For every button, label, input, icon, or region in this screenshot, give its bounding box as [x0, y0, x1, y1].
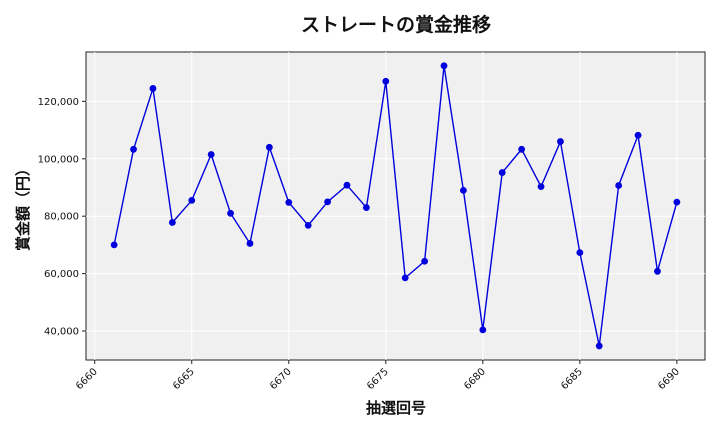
data-point: [673, 198, 681, 206]
data-point: [207, 151, 215, 158]
data-point: [654, 267, 661, 275]
data-point: [634, 131, 642, 139]
data-point: [304, 221, 312, 229]
y-axis-label: 賞金額（円）: [14, 161, 32, 251]
grid-lines: [86, 52, 705, 360]
y-tick-label: 120,000: [38, 97, 79, 108]
data-point: [343, 181, 351, 189]
data-point: [479, 326, 487, 334]
x-axis-ticks: 6660 6665 6670 6675 6680 6685 6690: [74, 360, 682, 392]
data-point: [149, 85, 157, 92]
x-tick-label: 6690: [656, 366, 682, 392]
data-point: [362, 204, 370, 211]
y-axis-ticks: 40,000 60,000 80,000 100,000 120,000: [38, 97, 86, 338]
data-point: [440, 62, 448, 70]
plot-area: [85, 51, 706, 361]
data-point: [382, 77, 390, 85]
y-tick-label: 40,000: [44, 327, 79, 338]
series-group: [110, 62, 681, 350]
data-point: [421, 257, 429, 265]
y-tick-label: 100,000: [38, 154, 79, 165]
data-point: [615, 182, 623, 189]
data-point: [576, 249, 584, 257]
series-line: [113, 65, 678, 347]
x-tick-label: 6670: [268, 366, 294, 392]
x-tick-label: 6685: [559, 366, 585, 392]
data-point: [324, 198, 331, 206]
y-tick-label: 80,000: [44, 212, 79, 223]
x-tick-label: 6665: [171, 366, 197, 392]
data-point: [595, 342, 603, 350]
y-tick-label: 60,000: [44, 269, 79, 280]
x-tick-label: 6680: [462, 366, 488, 392]
data-point: [518, 145, 526, 153]
data-point: [110, 241, 118, 249]
data-point: [557, 138, 564, 145]
data-point: [246, 240, 254, 247]
x-axis-label: 抽選回号: [366, 399, 426, 417]
data-point: [285, 199, 293, 206]
data-point: [401, 274, 409, 282]
data-point: [188, 197, 196, 204]
data-point: [265, 143, 273, 151]
data-point: [460, 186, 467, 194]
chart-title: ストレートの賞金推移: [301, 13, 491, 36]
x-tick-label: 6675: [365, 366, 391, 392]
data-point: [227, 209, 234, 217]
data-point: [537, 183, 545, 191]
data-point: [168, 219, 176, 226]
data-point: [130, 145, 137, 153]
data-point: [498, 169, 506, 176]
x-tick-label: 6660: [74, 366, 100, 392]
